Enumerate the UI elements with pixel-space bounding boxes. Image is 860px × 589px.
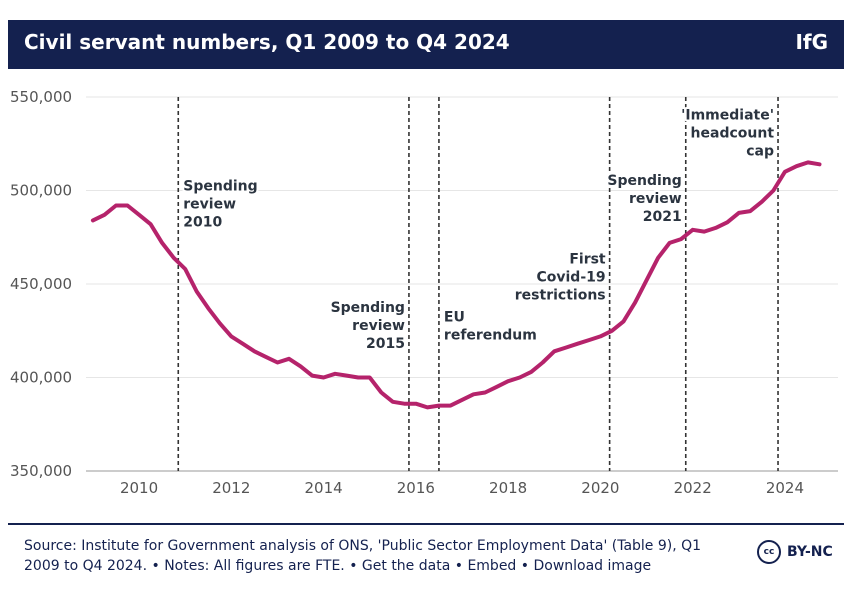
annotation-line: headcount [691,125,775,141]
get-data-link[interactable]: • Get the data [349,558,451,574]
annotation-line: referendum [444,327,537,343]
notes-text: • Notes: All figures are FTE. [151,558,345,574]
annotation-line: 2015 [366,336,405,352]
y-tick-label: 550,000 [10,88,72,106]
license-badge[interactable]: cc BY-NC [757,540,833,564]
x-tick-label: 2020 [581,479,619,497]
annotation-line: review [629,191,682,207]
annotation-line: 2021 [643,209,682,225]
x-tick-label: 2012 [212,479,250,497]
series-line [90,160,822,410]
x-tick-label: 2010 [120,479,158,497]
line-chart: 350,000 400,000 450,000 500,000 550,000 2010 2… [10,88,838,497]
annotation-line: EU [444,309,465,325]
y-tick-label: 400,000 [10,369,72,387]
x-tick-label: 2022 [674,479,712,497]
x-tick-label: 2024 [766,479,804,497]
annotation-label: Spending review 2015 [331,300,405,352]
creative-commons-icon: cc [757,540,781,564]
embed-link[interactable]: • Embed [454,558,517,574]
x-tick-label: 2018 [489,479,527,497]
source-note: Source: Institute for Government analysi… [24,536,714,576]
source-period: 2009 to Q4 2024. [24,558,148,574]
annotation-line: First [569,251,606,267]
annotation-line: Spending [607,173,681,189]
annotation-line: Spending [183,179,257,195]
annotation-line: restrictions [515,287,606,303]
annotation-line: Spending [331,300,405,316]
annotation-label: Spending review 2021 [607,173,681,225]
footer-divider [8,523,844,525]
y-tick-label: 350,000 [10,462,72,480]
chart-title: Civil servant numbers, Q1 2009 to Q4 202… [24,30,510,54]
annotation-line: review [183,197,236,213]
annotation-line: 'Immediate' [681,107,774,123]
x-tick-label: 2014 [305,479,343,497]
x-tick-label: 2016 [397,479,435,497]
source-text: Source: Institute for Government analysi… [24,538,702,554]
annotation-label: First Covid-19 restrictions [515,251,606,303]
license-text: BY-NC [787,544,833,560]
chart-header: Civil servant numbers, Q1 2009 to Q4 202… [8,20,844,69]
annotation-line: review [352,318,405,334]
annotation-label: Spending review 2010 [183,179,257,231]
annotation-label: EU referendum [444,309,537,343]
annotation-label: 'Immediate' headcount cap [681,107,774,159]
ifg-logo[interactable]: IfG [795,30,828,54]
y-tick-label: 500,000 [10,182,72,200]
y-tick-label: 450,000 [10,275,72,293]
annotation-line: cap [746,143,774,159]
annotation-line: 2010 [183,215,222,231]
download-image-link[interactable]: • Download image [520,558,652,574]
annotation-line: Covid-19 [536,269,605,285]
